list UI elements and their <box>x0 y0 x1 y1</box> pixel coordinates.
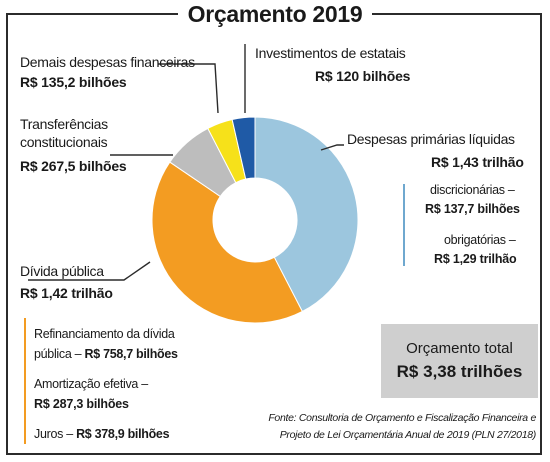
leader-despesas <box>320 144 344 151</box>
donut-slices <box>151 116 359 324</box>
despesas-obrigatorias-value: R$ 1,29 trilhão <box>434 252 517 266</box>
label-transferencias-name-1: Transferências <box>20 116 108 132</box>
divida-amort-label: Amortização efetiva – <box>34 377 148 391</box>
leader-divida <box>28 261 151 281</box>
despesas-discricionarias-value: R$ 137,7 bilhões <box>425 202 520 216</box>
label-despesas-value: R$ 1,43 trilhão <box>431 154 524 170</box>
despesas-accent-bar <box>403 184 405 266</box>
divida-juros-value: R$ 378,9 bilhões <box>76 427 170 441</box>
divida-refin-line1: Refinanciamento da dívida <box>34 327 175 341</box>
title-wrap: Orçamento 2019 <box>0 0 550 30</box>
leader-demais <box>158 63 219 114</box>
total-value: R$ 3,38 trilhões <box>396 362 523 381</box>
label-investimentos-value: R$ 120 bilhões <box>315 68 411 84</box>
total-box: Orçamento total R$ 3,38 trilhões <box>381 324 538 398</box>
divida-accent-bar <box>24 318 26 444</box>
label-transferencias-name-2: constitucionais <box>20 134 108 150</box>
source-note: Fonte: Consultoria de Orçamento e Fiscal… <box>246 410 536 444</box>
source-line-2: Projeto de Lei Orçamentária Anual de 201… <box>279 429 537 441</box>
label-despesas-name: Despesas primárias líquidas <box>347 131 515 147</box>
label-transferencias-value: R$ 267,5 bilhões <box>20 158 127 174</box>
divida-amort-value: R$ 287,3 bilhões <box>34 397 129 411</box>
divida-juros-line: Juros – R$ 378,9 bilhões <box>34 426 170 442</box>
label-divida-name: Dívida pública <box>20 263 104 279</box>
divida-juros-prefix: Juros – <box>34 427 77 441</box>
chart-title: Orçamento 2019 <box>177 0 373 28</box>
divida-refin-prefix: pública – <box>34 347 85 361</box>
label-demais-name: Demais despesas financeiras <box>20 54 195 70</box>
label-divida-value: R$ 1,42 trilhão <box>20 285 113 301</box>
source-line-1: Fonte: Consultoria de Orçamento e Fiscal… <box>268 412 536 424</box>
total-label: Orçamento total <box>406 340 513 357</box>
slice-investimentos-de-estatais <box>231 116 256 180</box>
despesas-obrigatorias-label: obrigatórias – <box>444 233 516 247</box>
divida-refin-line2: pública – R$ 758,7 bilhões <box>34 346 178 362</box>
label-investimentos-name: Investimentos de estatais <box>255 45 406 61</box>
slice-divida-publica <box>151 161 304 324</box>
slice-despesas-primarias-liquidas <box>254 116 359 313</box>
divida-refin-value: R$ 758,7 bilhões <box>84 347 178 361</box>
leader-lines <box>28 44 344 281</box>
despesas-discricionarias-label: discricionárias – <box>430 183 515 197</box>
label-demais-value: R$ 135,2 bilhões <box>20 74 127 90</box>
